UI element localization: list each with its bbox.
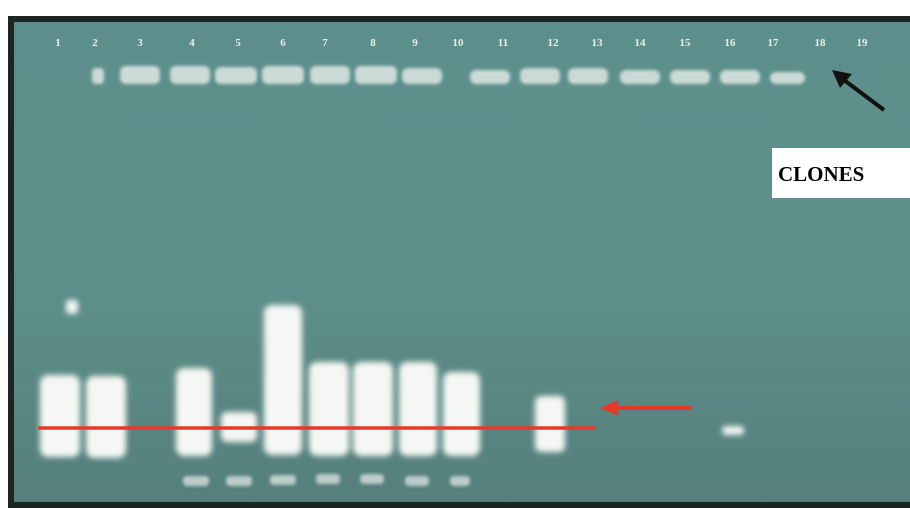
lane-label: 19: [857, 37, 869, 49]
lane-label: 4: [189, 37, 195, 49]
lane-label: 14: [635, 37, 647, 49]
gel-image: CLONES 12345678910111213141516171819: [0, 0, 910, 508]
lane-label: 11: [498, 37, 508, 49]
lane-label: 6: [280, 37, 286, 49]
lane-label: 1: [55, 37, 61, 49]
lane-label: 3: [137, 37, 143, 49]
lane-label: 18: [815, 37, 827, 49]
lane-label: 8: [370, 37, 376, 49]
clones-label: CLONES: [778, 162, 864, 186]
lane-label: 7: [322, 37, 328, 49]
lane-label: 2: [92, 37, 98, 49]
lane-label: 12: [548, 37, 560, 49]
lane-label: 10: [453, 37, 465, 49]
lane-label: 16: [725, 37, 737, 49]
lane-label: 15: [680, 37, 692, 49]
page: CLONES 12345678910111213141516171819 (()…: [0, 0, 910, 508]
lane-label: 17: [768, 37, 780, 49]
lane-label: 5: [235, 37, 241, 49]
lane-label: 9: [412, 37, 418, 49]
lane-label: 13: [592, 37, 604, 49]
